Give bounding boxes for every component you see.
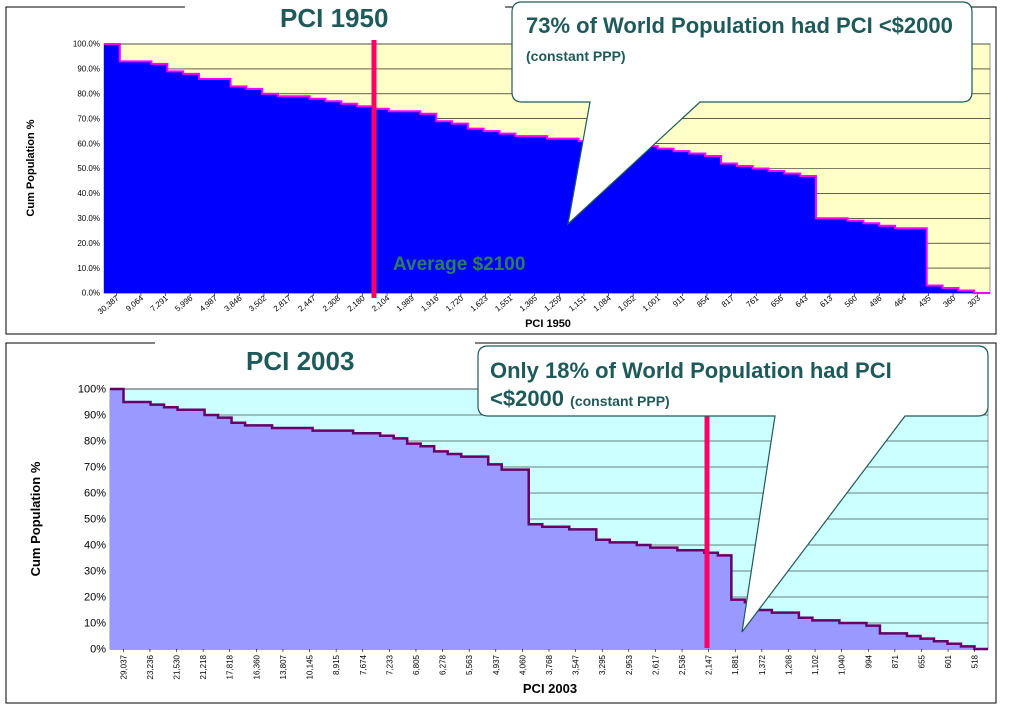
x-tick-label: 23,236: [146, 654, 155, 679]
y-tick-label: 90.0%: [77, 65, 100, 74]
x-tick-label: 5,563: [465, 654, 474, 675]
top-title-backing: [185, 0, 505, 34]
top-y-axis-label: Cum Population %: [25, 119, 37, 216]
x-tick-label: 518: [971, 654, 980, 668]
x-tick-label: 1,881: [731, 654, 740, 675]
y-tick-label: 30.0%: [77, 214, 100, 223]
x-tick-label: 8,915: [332, 654, 341, 675]
x-tick-label: 2,617: [651, 654, 660, 675]
x-tick-label: 3,768: [545, 654, 554, 675]
x-tick-label: 3,547: [572, 654, 581, 675]
x-tick-label: 13,807: [279, 654, 288, 679]
y-tick-label: 80%: [84, 436, 106, 448]
bottom-chart-title: PCI 2003: [246, 346, 355, 376]
x-tick-label: 994: [864, 654, 873, 668]
bottom-callout-main: Only 18% of World Population had PCI <$2…: [490, 358, 892, 411]
y-tick-label: 80.0%: [77, 89, 100, 98]
y-tick-label: 100.0%: [73, 40, 100, 49]
bottom-callout-bubble: [477, 345, 989, 633]
y-tick-label: 100%: [78, 384, 106, 396]
y-tick-label: 0%: [90, 644, 106, 656]
y-tick-label: 70.0%: [77, 114, 100, 123]
x-tick-label: 601: [944, 654, 953, 668]
bottom-y-axis-label: Cum Population %: [28, 461, 43, 576]
bottom-callout-note: (constant PPP): [570, 393, 670, 409]
top-area-series: [104, 44, 990, 293]
x-tick-label: 6,278: [439, 654, 448, 675]
x-tick-label: 21,218: [199, 654, 208, 679]
x-tick-label: 6,805: [412, 654, 421, 675]
x-tick-label: 29,037: [119, 654, 128, 679]
y-tick-label: 50%: [84, 514, 106, 526]
x-tick-label: 655: [917, 654, 926, 668]
y-tick-label: 40.0%: [77, 189, 100, 198]
y-tick-label: 40%: [84, 540, 106, 552]
x-tick-label: 871: [891, 654, 900, 668]
top-chart-title: PCI 1950: [280, 3, 389, 33]
bottom-callout-text: Only 18% of World Population had PCI <$2…: [490, 357, 950, 415]
y-tick-label: 20.0%: [77, 239, 100, 248]
bottom-y-ticks: 0% 10% 20% 30% 40% 50% 60% 70% 80% 90% 100%: [78, 384, 106, 656]
x-tick-label: 1,268: [784, 654, 793, 675]
y-tick-label: 60%: [84, 488, 106, 500]
top-callout-bubble: [511, 1, 973, 226]
x-tick-label: 2,953: [625, 654, 634, 675]
x-tick-label: 1,040: [838, 654, 847, 675]
x-tick-label: 10,145: [306, 654, 315, 679]
y-tick-label: 90%: [84, 410, 106, 422]
y-tick-label: 20%: [84, 592, 106, 604]
y-tick-label: 30%: [84, 566, 106, 578]
x-tick-label: 7,233: [385, 654, 394, 675]
top-x-axis-label: PCI 1950: [525, 318, 571, 330]
x-tick-label: 7,674: [359, 654, 368, 675]
bottom-area-series: [110, 389, 988, 649]
top-series-line: [104, 43, 990, 294]
top-callout-note: (constant PPP): [526, 48, 626, 64]
x-tick-label: 4,937: [492, 654, 501, 675]
x-tick-label: 1,102: [811, 654, 820, 675]
x-tick-label: 16,360: [252, 654, 261, 679]
bottom-x-axis-label: PCI 2003: [523, 681, 577, 696]
y-tick-label: 10%: [84, 618, 106, 630]
x-tick-label: 1,372: [758, 654, 767, 675]
bottom-series-line: [110, 387, 988, 651]
x-tick-label: 3,295: [598, 654, 607, 675]
y-tick-label: 0.0%: [82, 289, 100, 298]
y-tick-label: 60.0%: [77, 139, 100, 148]
bottom-x-ticks: 29,037 23,236 21,530 21,218 17,818 16,360 13,8…: [119, 649, 980, 679]
x-tick-label: 2,536: [678, 654, 687, 675]
y-tick-label: 70%: [84, 462, 106, 474]
x-tick-label: 21,530: [173, 654, 182, 679]
x-tick-label: 4,060: [518, 654, 527, 675]
x-tick-label: 2,147: [705, 654, 714, 675]
y-tick-label: 10.0%: [77, 264, 100, 273]
bottom-title-backing: [155, 340, 475, 380]
top-y-ticks: 0.0% 10.0% 20.0% 30.0% 40.0% 50.0% 60.0% 70.0% 8…: [73, 40, 100, 298]
y-tick-label: 50.0%: [77, 164, 100, 173]
x-tick-label: 17,818: [226, 654, 235, 679]
top-callout-main: 73% of World Population had PCI <$2000: [526, 13, 953, 38]
top-callout-text: 73% of World Population had PCI <$2000 (…: [526, 12, 966, 70]
average-annotation: Average $2100: [393, 254, 526, 275]
